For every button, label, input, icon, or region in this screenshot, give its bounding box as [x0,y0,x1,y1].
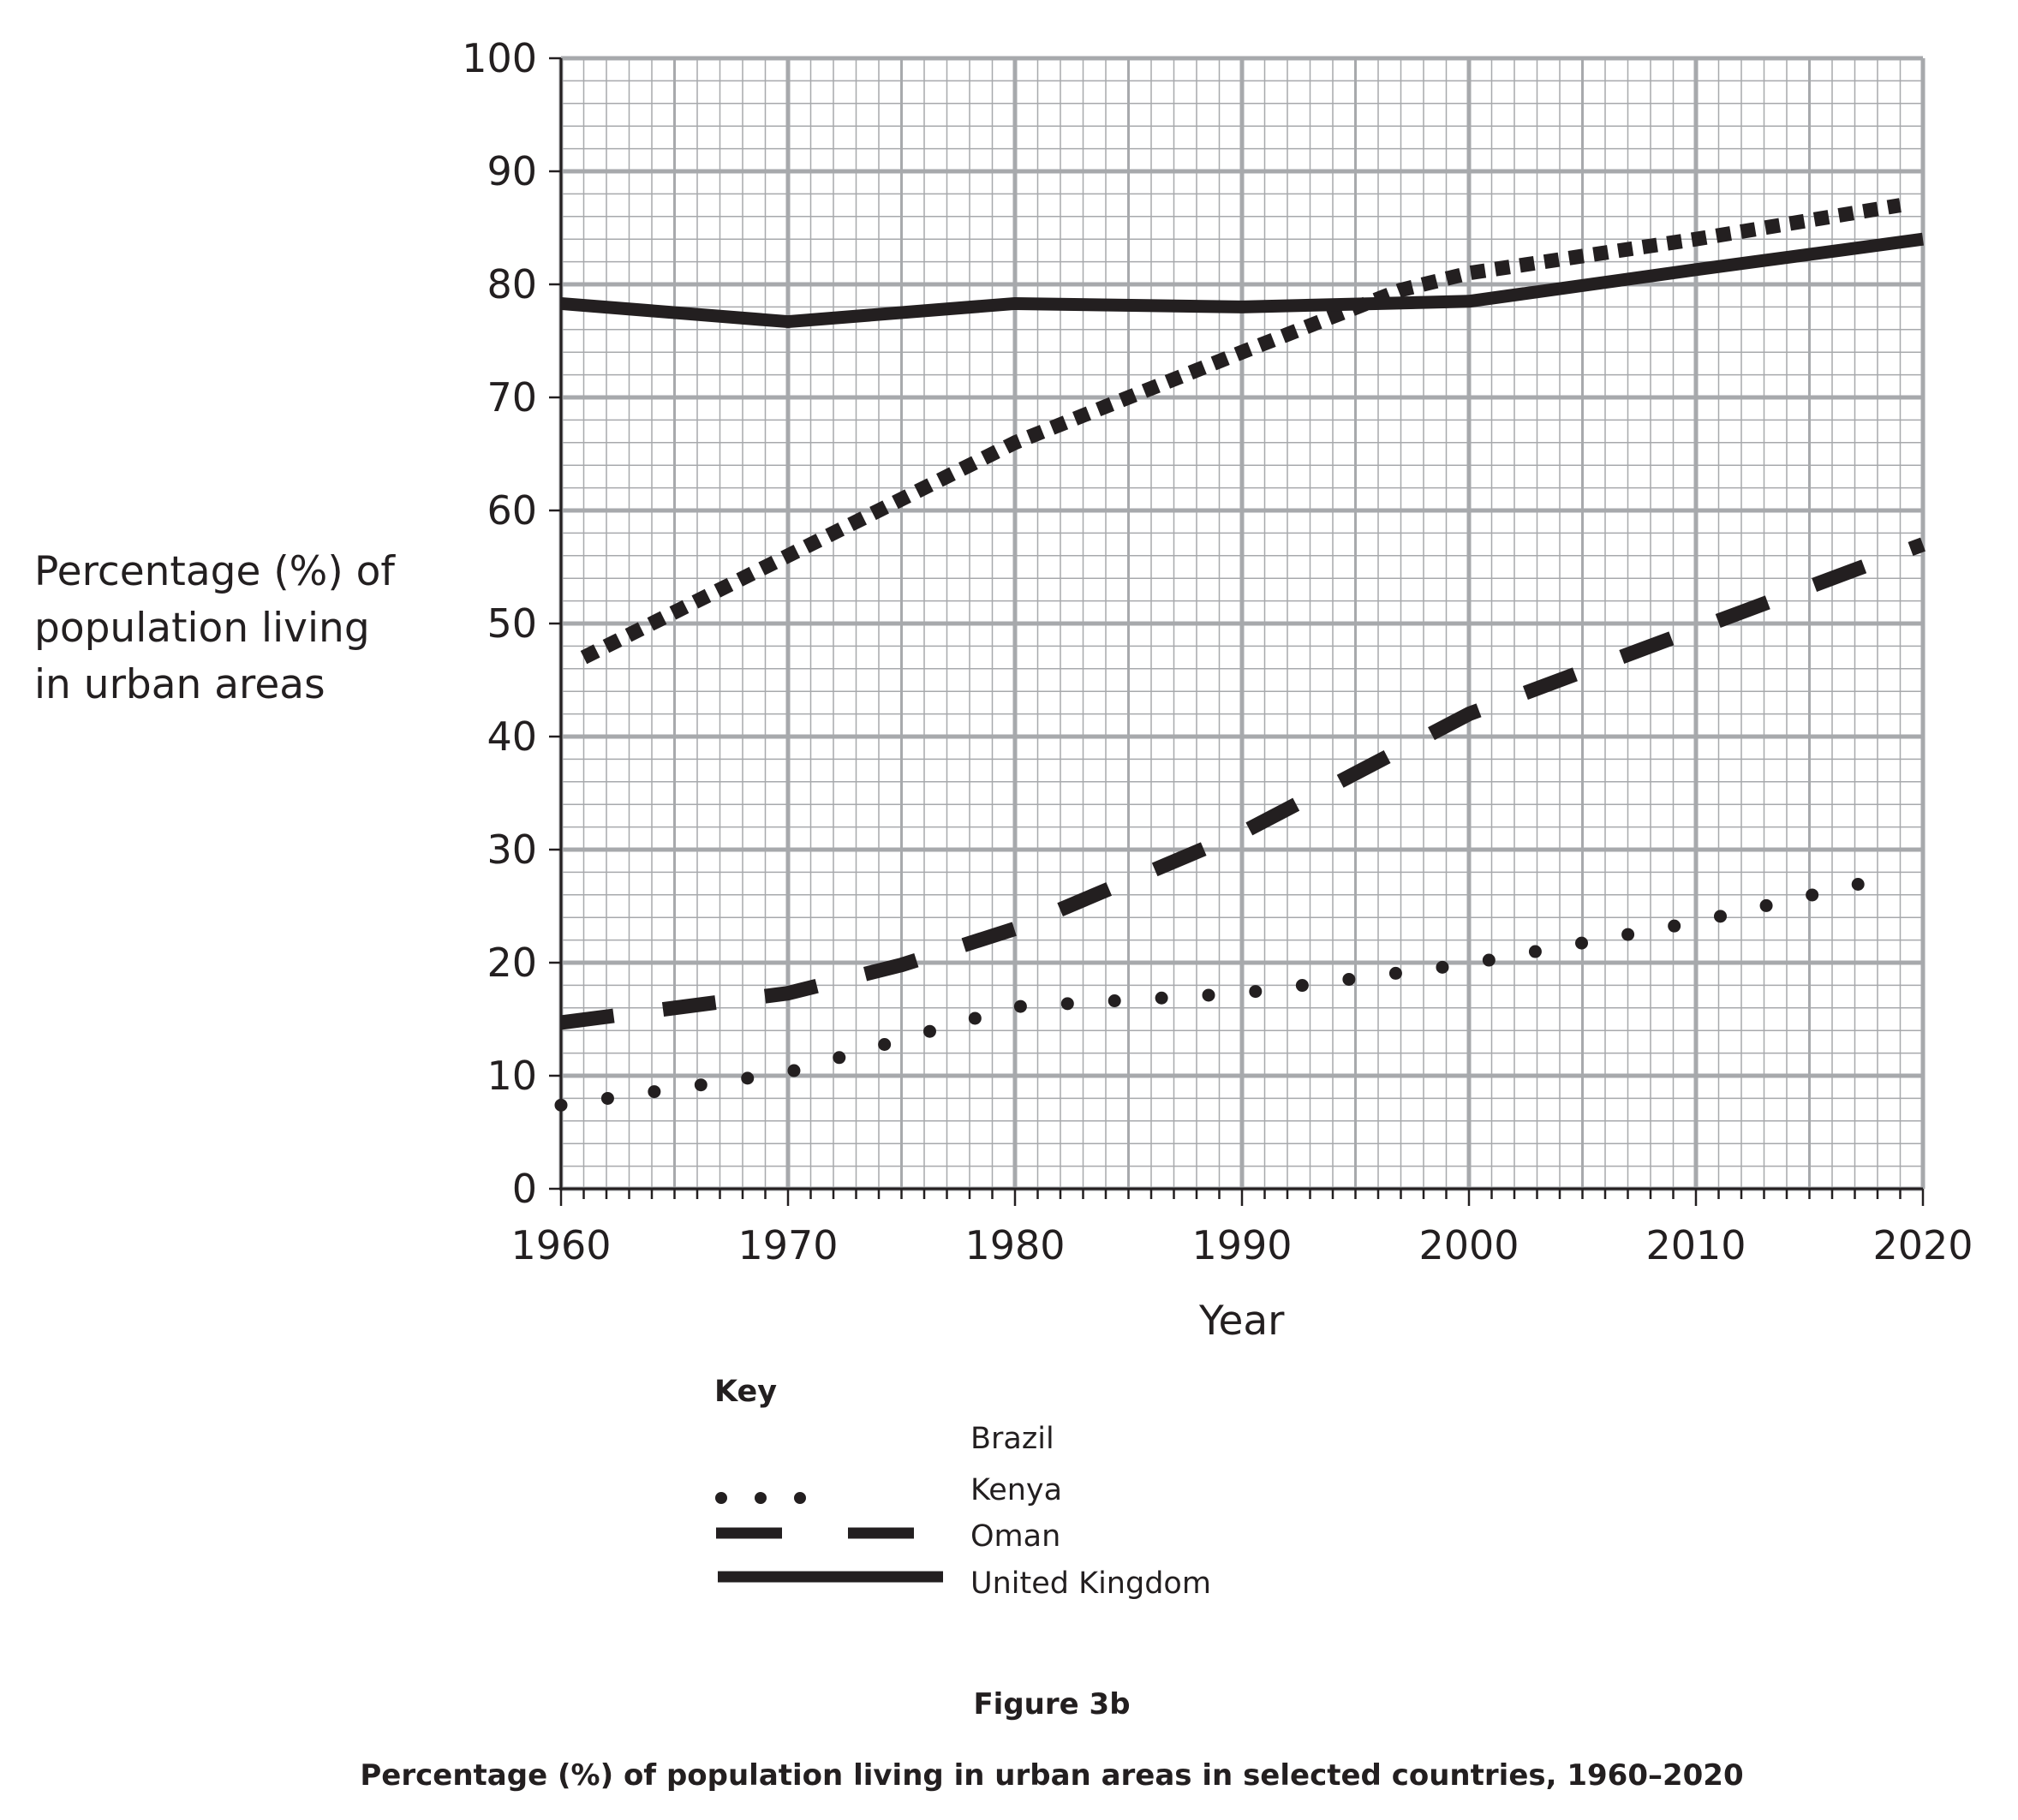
y-axis-label: Percentage (%) of population living in u… [34,544,395,713]
y-tick-label: 80 [487,261,537,307]
y-tick-label: 10 [487,1053,537,1099]
y-axis-label-line: in urban areas [34,661,325,708]
x-tick-label: 1990 [1191,1222,1292,1268]
legend-label-uk: United Kingdom [970,1566,1211,1601]
series-line-kenya [554,868,1907,1112]
series-line-united-kingdom [560,232,1924,329]
x-tick-label: 1980 [964,1222,1065,1268]
y-tick-label: 30 [487,826,537,873]
x-tick-label: 2010 [1645,1222,1746,1268]
y-tick-label: 40 [487,713,537,760]
legend-title: Key [714,1375,778,1409]
x-tick-label: 2000 [1418,1222,1519,1268]
x-tick-label: 1970 [737,1222,838,1268]
figure-label: Figure 3b [973,1687,1131,1722]
y-tick-label: 70 [487,374,537,421]
y-axis-label-line: Percentage (%) of [34,548,395,595]
legend-label-brazil: Brazil [970,1422,1054,1456]
x-axis-label: Year [1199,1298,1285,1345]
y-tick-label: 20 [487,940,537,986]
legend-label-kenya: Kenya [970,1473,1063,1507]
series-line-oman [559,537,1925,1030]
y-tick-label: 0 [512,1166,537,1212]
y-axis-label-line: population living [34,605,370,652]
y-tick-label: 50 [487,600,537,647]
x-tick-label: 1960 [510,1222,611,1268]
x-tick-label: 2020 [1872,1222,1973,1268]
y-tick-label: 60 [487,487,537,534]
y-tick-label: 100 [462,35,537,81]
legend-label-oman: Oman [970,1519,1061,1554]
figure-caption: Percentage (%) of population living in u… [360,1758,1744,1793]
y-tick-label: 90 [487,148,537,194]
